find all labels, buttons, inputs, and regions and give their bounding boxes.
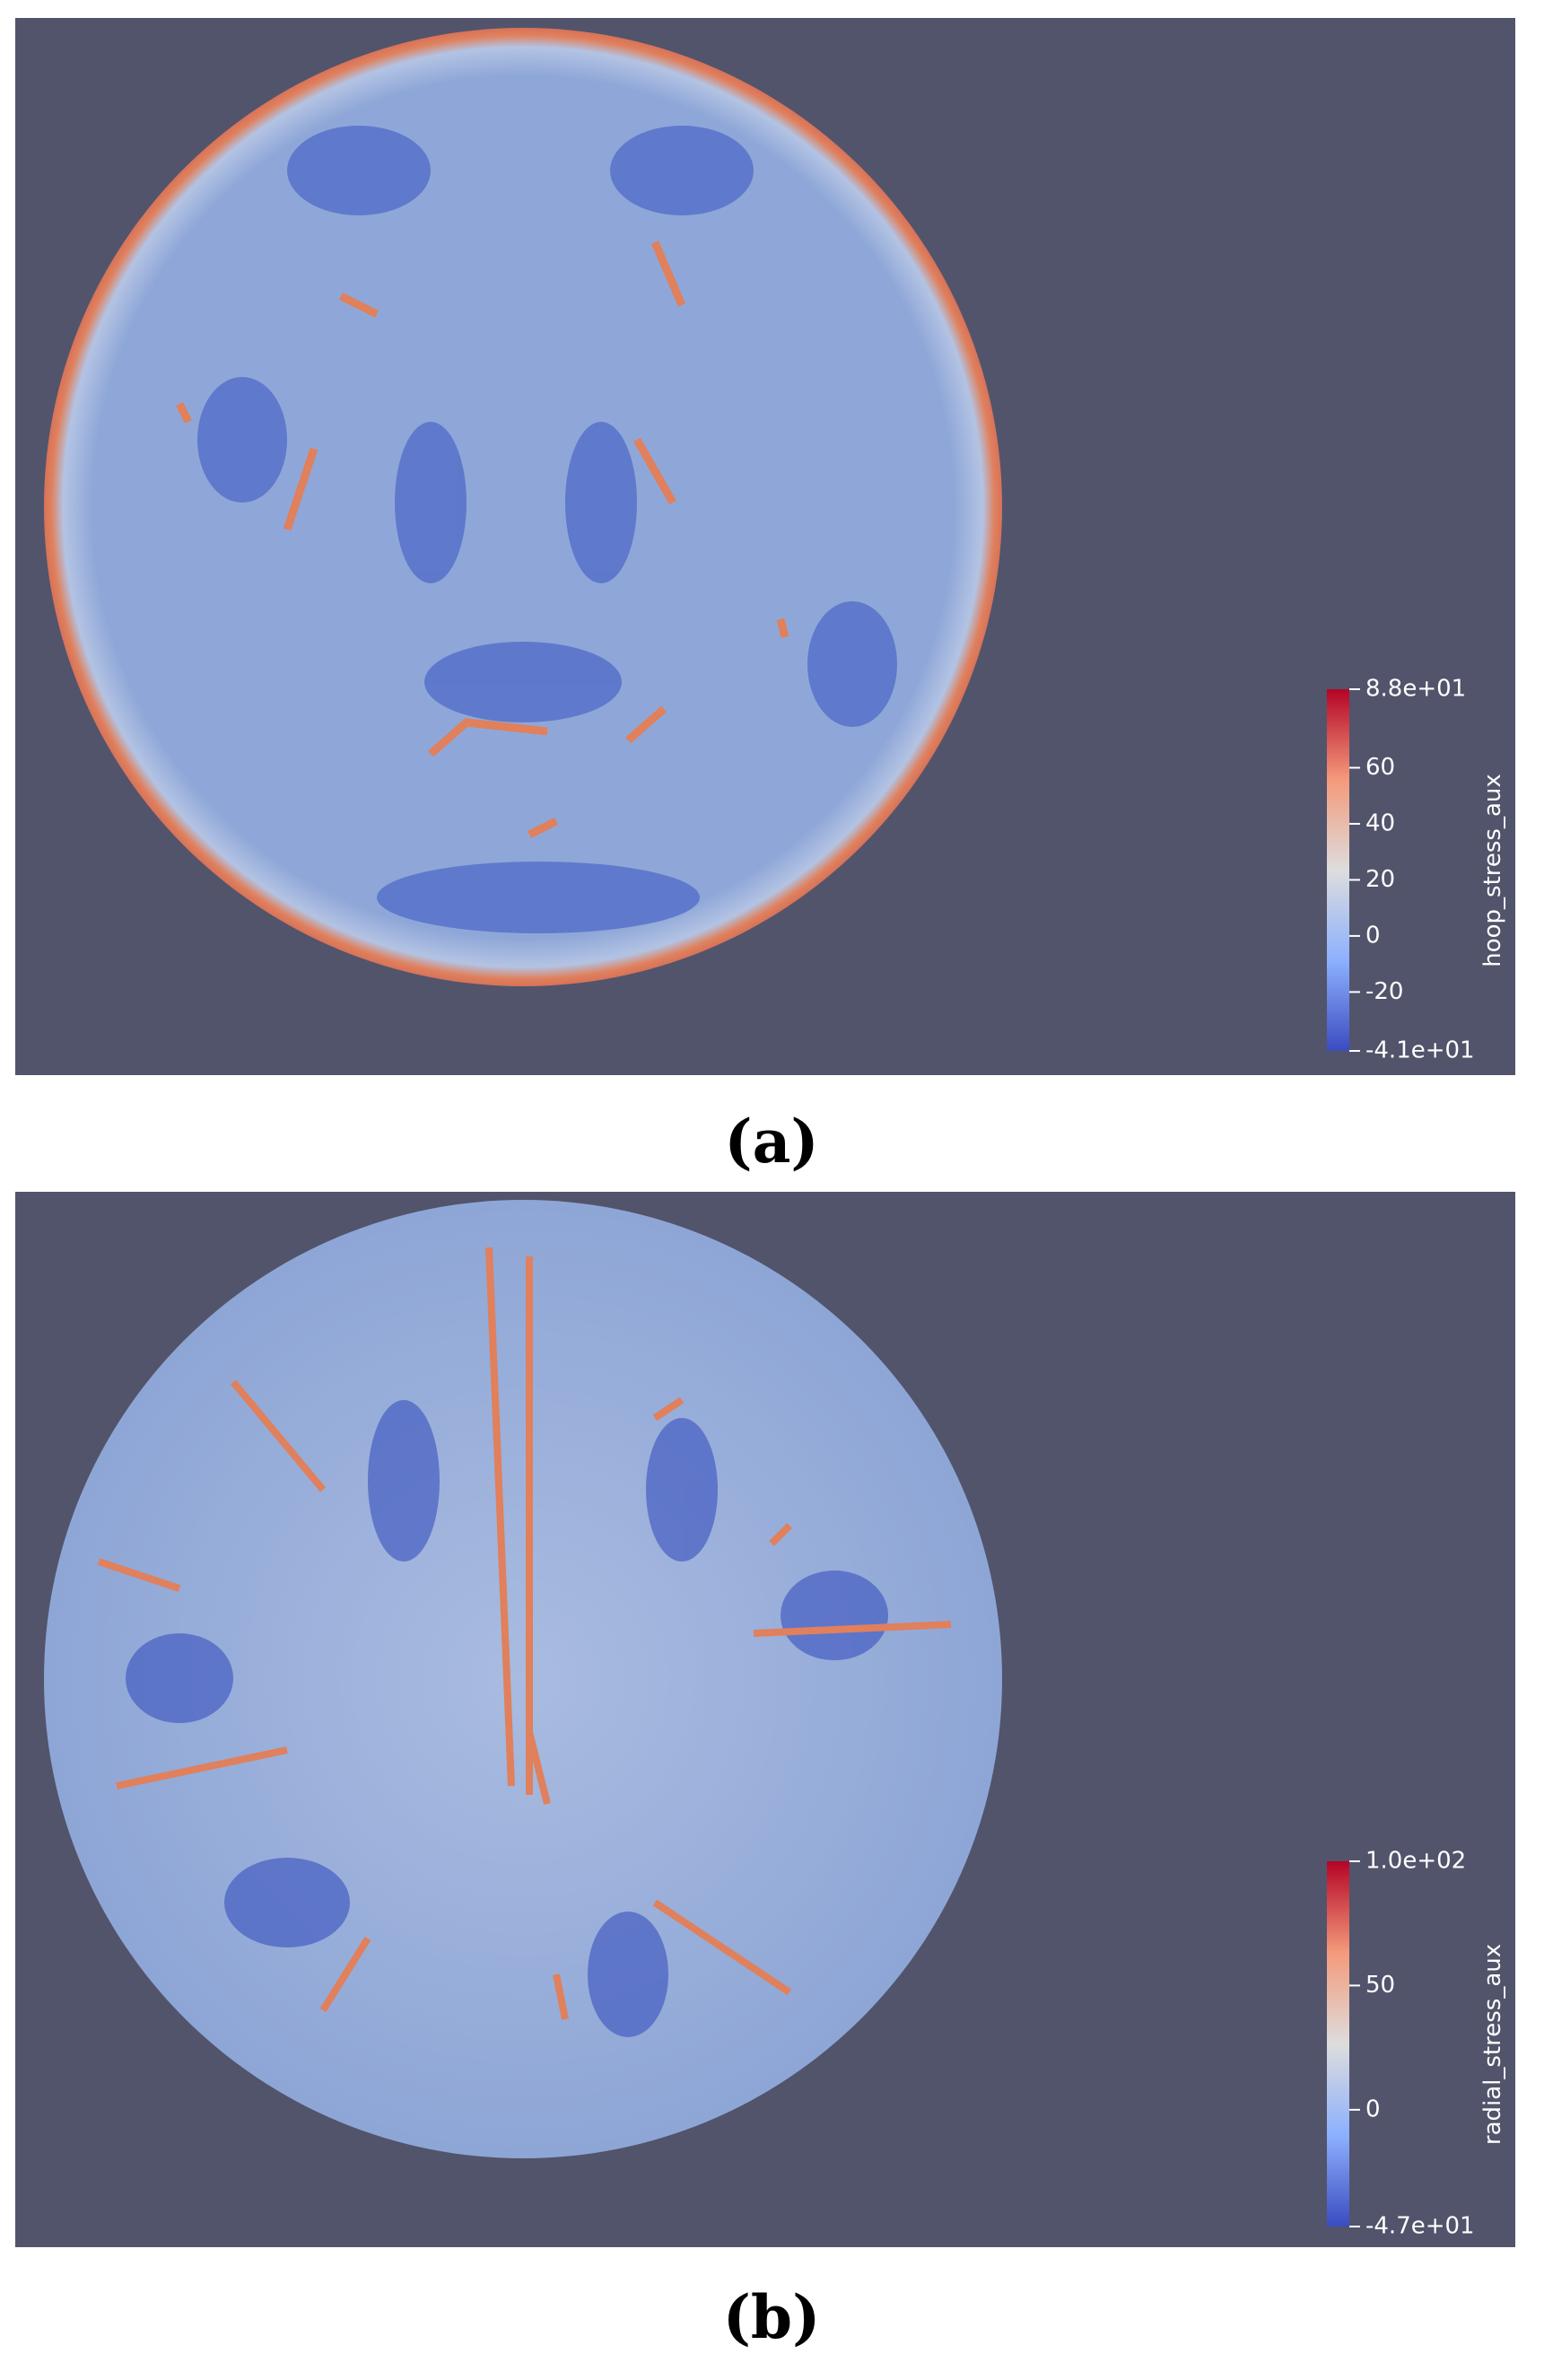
tick-label: -20 bbox=[1365, 978, 1403, 1005]
panel-b: 1.0e+02 50 0 -4.7e+01 radial_stress_aux bbox=[15, 1192, 1515, 2247]
colorbar bbox=[1327, 1861, 1349, 2227]
colorbar-ticks: 1.0e+02 50 0 -4.7e+01 bbox=[1349, 1848, 1475, 2240]
high-streaks bbox=[175, 241, 789, 839]
tick-label: 20 bbox=[1365, 866, 1395, 893]
high-streaks bbox=[97, 1247, 952, 2020]
caption: (b) bbox=[723, 2282, 821, 2352]
tick-label: 0 bbox=[1365, 2096, 1381, 2122]
disc bbox=[44, 28, 1002, 986]
tick-label: 0 bbox=[1365, 922, 1381, 949]
panel-a: 8.8e+01 60 40 20 0 -20 -4.1e+01 hoop_stress_au… bbox=[15, 18, 1515, 1075]
colorbar bbox=[1327, 689, 1349, 1051]
tick-label: -4.1e+01 bbox=[1365, 1037, 1475, 1064]
tick-label: 8.8e+01 bbox=[1365, 676, 1466, 703]
low-regions bbox=[197, 126, 897, 933]
tick-label: 40 bbox=[1365, 809, 1395, 836]
tick-label: -4.7e+01 bbox=[1365, 2213, 1475, 2240]
low-regions bbox=[126, 1400, 888, 2037]
caption: (a) bbox=[724, 1107, 818, 1177]
colorbar-title: radial_stress_aux bbox=[1479, 1944, 1506, 2145]
tick-label: 1.0e+02 bbox=[1365, 1848, 1466, 1875]
colorbar-title: hoop_stress_aux bbox=[1479, 774, 1506, 967]
tick-label: 50 bbox=[1365, 1972, 1395, 1999]
tick-label: 60 bbox=[1365, 754, 1395, 781]
colorbar-ticks: 8.8e+01 60 40 20 0 -20 -4.1e+01 bbox=[1349, 676, 1475, 1064]
